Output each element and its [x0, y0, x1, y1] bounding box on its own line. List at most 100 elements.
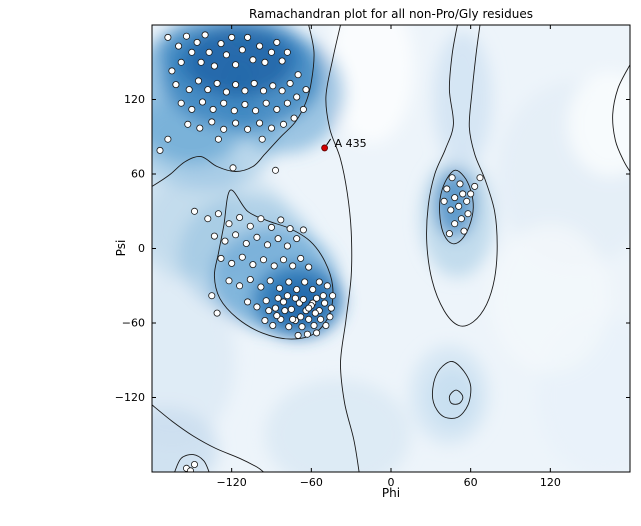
data-point	[190, 207, 198, 215]
data-point	[283, 292, 291, 300]
x-axis-label: Phi	[381, 486, 401, 500]
data-point	[443, 185, 451, 193]
data-point	[299, 105, 307, 113]
data-point	[190, 460, 198, 468]
density-contour	[325, 25, 360, 472]
data-point	[259, 87, 267, 95]
density-blob	[152, 273, 236, 448]
data-point	[225, 277, 233, 285]
data-point	[451, 194, 459, 202]
data-point	[317, 315, 325, 323]
x-tick-label: 0	[388, 476, 395, 489]
data-point	[278, 57, 286, 65]
data-point	[194, 77, 202, 85]
data-point	[242, 239, 250, 247]
data-point	[294, 71, 302, 79]
data-point	[232, 61, 240, 69]
data-point	[294, 331, 302, 339]
data-point	[232, 119, 240, 127]
data-point	[273, 38, 281, 46]
data-point	[257, 283, 265, 291]
data-point	[217, 40, 225, 48]
data-point	[305, 304, 313, 312]
data-point	[299, 295, 307, 303]
density-blob	[490, 223, 611, 373]
data-point	[204, 215, 212, 223]
data-point	[214, 135, 222, 143]
data-point	[188, 105, 196, 113]
data-point	[285, 323, 293, 331]
data-point	[238, 253, 246, 261]
outlier-point	[321, 144, 329, 152]
data-point	[222, 88, 230, 96]
data-point	[455, 202, 463, 210]
data-point	[323, 282, 331, 290]
data-point	[188, 48, 196, 56]
data-point	[283, 242, 291, 250]
data-point	[164, 33, 172, 41]
density-contour	[152, 404, 264, 472]
data-point	[246, 275, 254, 283]
data-point	[266, 277, 274, 285]
data-point	[297, 313, 305, 321]
annotation-label: A 435	[335, 137, 367, 150]
data-point	[225, 220, 233, 228]
data-point	[261, 58, 269, 66]
data-point	[269, 82, 277, 90]
contour-layer	[152, 25, 630, 472]
y-tick-label: −120	[115, 391, 145, 404]
data-point	[213, 79, 221, 87]
data-point	[289, 262, 297, 270]
data-point	[228, 259, 236, 267]
data-point	[275, 284, 283, 292]
data-point	[310, 321, 318, 329]
data-point	[238, 46, 246, 54]
data-point	[253, 303, 261, 311]
data-point	[311, 309, 319, 317]
data-point	[286, 225, 294, 233]
data-point	[460, 227, 468, 235]
data-point	[329, 292, 337, 300]
data-point	[232, 231, 240, 239]
data-point	[175, 42, 183, 50]
data-point	[205, 48, 213, 56]
data-point	[274, 235, 282, 243]
data-point	[229, 164, 237, 172]
data-point	[281, 307, 289, 315]
data-point	[319, 292, 327, 300]
data-point	[249, 56, 257, 64]
data-point	[244, 33, 252, 41]
data-point	[267, 124, 275, 132]
density-contour	[432, 361, 472, 419]
data-point	[289, 315, 297, 323]
data-point	[208, 118, 216, 126]
data-point	[269, 321, 277, 329]
data-point	[213, 309, 221, 317]
data-point	[168, 67, 176, 75]
data-point	[187, 467, 194, 472]
data-point	[259, 256, 267, 264]
data-point	[164, 135, 172, 143]
data-point	[221, 237, 229, 245]
data-point	[177, 99, 185, 107]
data-point	[448, 174, 456, 182]
data-point	[309, 285, 317, 293]
data-point	[459, 190, 467, 198]
data-point	[257, 215, 265, 223]
y-tick-label: 120	[124, 93, 145, 106]
data-point	[182, 32, 190, 40]
data-point	[440, 197, 448, 205]
data-point	[279, 120, 287, 128]
density-contour	[426, 25, 498, 327]
data-point	[177, 58, 185, 66]
data-point	[253, 233, 261, 241]
annotation-leader	[326, 138, 332, 146]
x-tick-label: −60	[300, 476, 323, 489]
data-point	[222, 51, 230, 59]
data-point	[326, 313, 334, 321]
x-tick-label: 120	[540, 476, 561, 489]
data-point	[305, 315, 313, 323]
data-point	[273, 105, 281, 113]
density-contour	[612, 64, 630, 172]
